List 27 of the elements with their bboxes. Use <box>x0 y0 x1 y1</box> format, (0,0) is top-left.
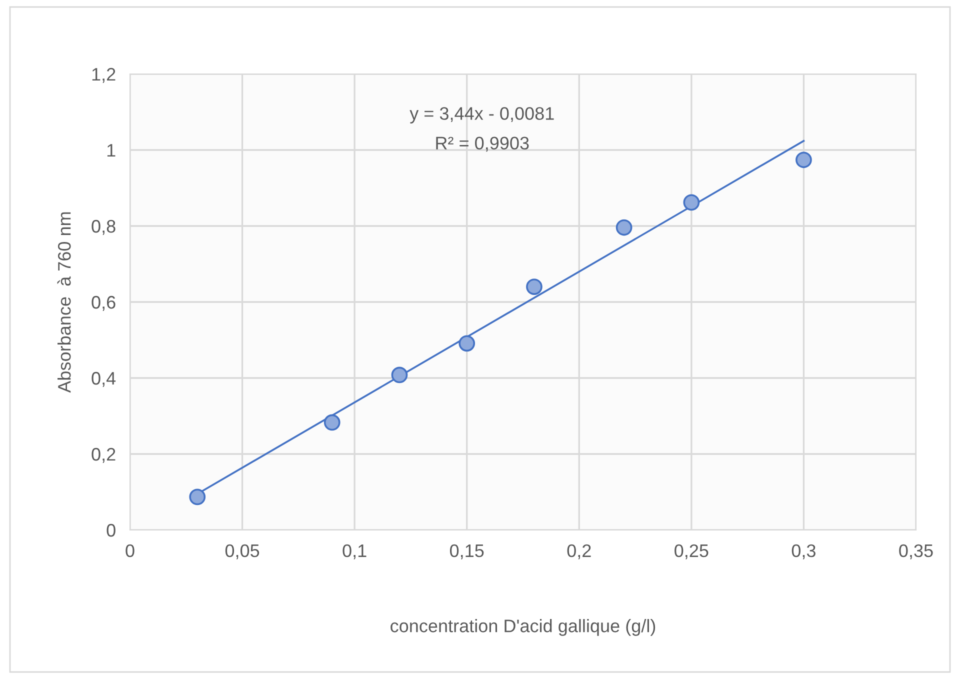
y-tick-label: 0 <box>106 524 116 537</box>
y-tick-label: 0,6 <box>92 296 116 311</box>
point <box>189 488 206 506</box>
x-tick-label: 0,05 <box>225 544 260 560</box>
x-tick-label: 0 <box>126 544 134 558</box>
x-tick-label: 0,35 <box>899 544 933 560</box>
y-tick-label: 0,8 <box>92 220 116 235</box>
annotation: y = 3,44x - 0,0081 <box>410 107 554 124</box>
point <box>391 366 408 384</box>
x-axis-title: concentration D'acid gallique (g/l) <box>390 619 656 636</box>
y-tick-label: 1 <box>107 144 116 157</box>
x-tick-label: 0,15 <box>450 544 484 560</box>
point <box>526 278 542 295</box>
point <box>616 219 632 236</box>
y-axis-title: Absorbance à 760 nm <box>57 212 71 393</box>
y-tick-label: 0,4 <box>92 372 116 387</box>
x-tick-label: 0,3 <box>792 544 816 560</box>
point <box>796 152 812 168</box>
annotation: R² = 0,9903 <box>436 136 529 152</box>
point <box>683 194 700 211</box>
x-tick-label: 0,2 <box>567 544 591 560</box>
y-tick-label: 1,2 <box>92 68 116 83</box>
y-tick-label: 0,2 <box>92 448 116 463</box>
x-tick-label: 0,25 <box>674 544 708 560</box>
point <box>458 335 476 352</box>
x-tick-label: 0,1 <box>342 544 366 560</box>
point <box>324 414 340 431</box>
